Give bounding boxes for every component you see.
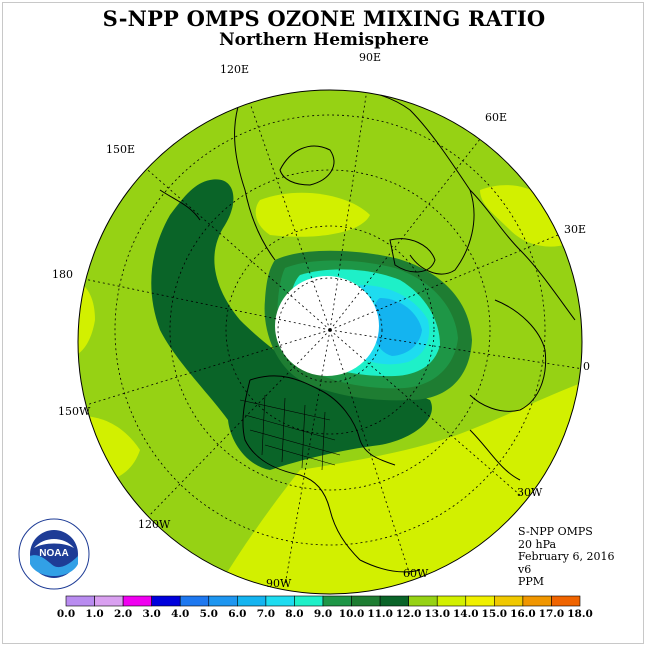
- colorbar-swatch: [494, 595, 524, 607]
- field-polar-night: [275, 276, 379, 376]
- colorbar-tick-label: 12.0: [395, 608, 422, 620]
- colorbar-tick-label: 15.0: [481, 608, 508, 620]
- colorbar-swatch: [379, 595, 409, 607]
- lon-label-60e: 60E: [485, 111, 508, 124]
- lon-label-120w: 120W: [138, 518, 171, 531]
- info-instrument: S-NPP OMPS: [518, 525, 593, 538]
- lon-label-0: 0: [583, 360, 590, 373]
- colorbar-tick-label: 10.0: [338, 608, 365, 620]
- colorbar-swatch: [94, 595, 124, 607]
- info-block: S-NPP OMPS 20 hPa February 6, 2016 v6 PP…: [518, 525, 615, 589]
- map-title: S-NPP OMPS OZONE MIXING RATIO: [102, 6, 546, 31]
- colorbar-swatch: [151, 595, 181, 607]
- field-patch-ne: [480, 185, 575, 247]
- colorbar-swatch: [65, 595, 95, 607]
- colorbar-swatch: [179, 595, 210, 607]
- colorbar-swatch: [322, 595, 352, 607]
- noaa-logo: NOAA: [18, 518, 90, 590]
- colorbar-swatch: [351, 595, 381, 607]
- info-version: v6: [518, 562, 532, 576]
- colorbar-swatch: [237, 595, 267, 607]
- colorbar-tick-label: 6.0: [228, 608, 247, 620]
- colorbar-swatch: [208, 595, 238, 607]
- colorbar: [65, 595, 581, 607]
- lon-label-60w: 60W: [403, 567, 429, 580]
- colorbar-tick-label: 17.0: [538, 608, 565, 620]
- colorbar-swatch: [122, 595, 152, 607]
- svg-text:NOAA: NOAA: [39, 548, 68, 559]
- colorbar-swatch: [408, 595, 438, 607]
- lon-label-120e: 120E: [220, 63, 250, 76]
- lon-label-90w: 90W: [266, 577, 292, 590]
- map-subtitle: Northern Hemisphere: [219, 30, 429, 50]
- lon-label-30w: 30W: [517, 486, 543, 499]
- lon-label-30e: 30E: [564, 223, 587, 236]
- map-boundary: [77, 89, 583, 595]
- info-units: PPM: [518, 575, 545, 589]
- colorbar-tick-label: 8.0: [285, 608, 304, 620]
- colorbar-tick-label: 1.0: [85, 608, 104, 620]
- colorbar-tick-label: 18.0: [567, 608, 593, 620]
- state-borders: [239, 394, 341, 471]
- lon-label-180: 180: [52, 268, 73, 281]
- colorbar-tick-label: 11.0: [367, 608, 393, 620]
- field-patch-s: [300, 508, 345, 540]
- colorbar-tick-label: 5.0: [199, 608, 218, 620]
- graticule: [78, 90, 582, 586]
- lon-label-150e: 150E: [106, 143, 136, 156]
- field-patch-west: [78, 279, 95, 360]
- colorbar-swatch: [522, 595, 552, 607]
- colorbar-tick-label: 4.0: [171, 608, 190, 620]
- info-level: 20 hPa: [518, 537, 557, 551]
- field-patch-north: [255, 192, 370, 237]
- colorbar-swatch: [465, 595, 495, 607]
- colorbar-tick-label: 9.0: [313, 608, 333, 620]
- colorbar-tick-label: 7.0: [256, 608, 276, 620]
- lon-label-150w: 150W: [58, 405, 91, 418]
- coastlines: [159, 90, 576, 573]
- colorbar-swatch: [265, 595, 295, 607]
- field-vortex-6: [372, 298, 422, 356]
- colorbar-swatch: [436, 595, 467, 607]
- colorbar-tick-label: 3.0: [142, 608, 161, 620]
- colorbar-swatch: [294, 595, 324, 607]
- colorbar-tick-label: 14.0: [452, 608, 479, 620]
- info-date: February 6, 2016: [518, 550, 615, 564]
- colorbar-tick-label: 2.0: [113, 608, 133, 620]
- colorbar-tick-label: 13.0: [424, 608, 451, 620]
- colorbar-swatch: [551, 595, 581, 607]
- colorbar-tick-label: 0.0: [56, 608, 76, 620]
- colorbar-tick-label: 16.0: [510, 608, 536, 620]
- lon-label-90e: 90E: [359, 51, 382, 64]
